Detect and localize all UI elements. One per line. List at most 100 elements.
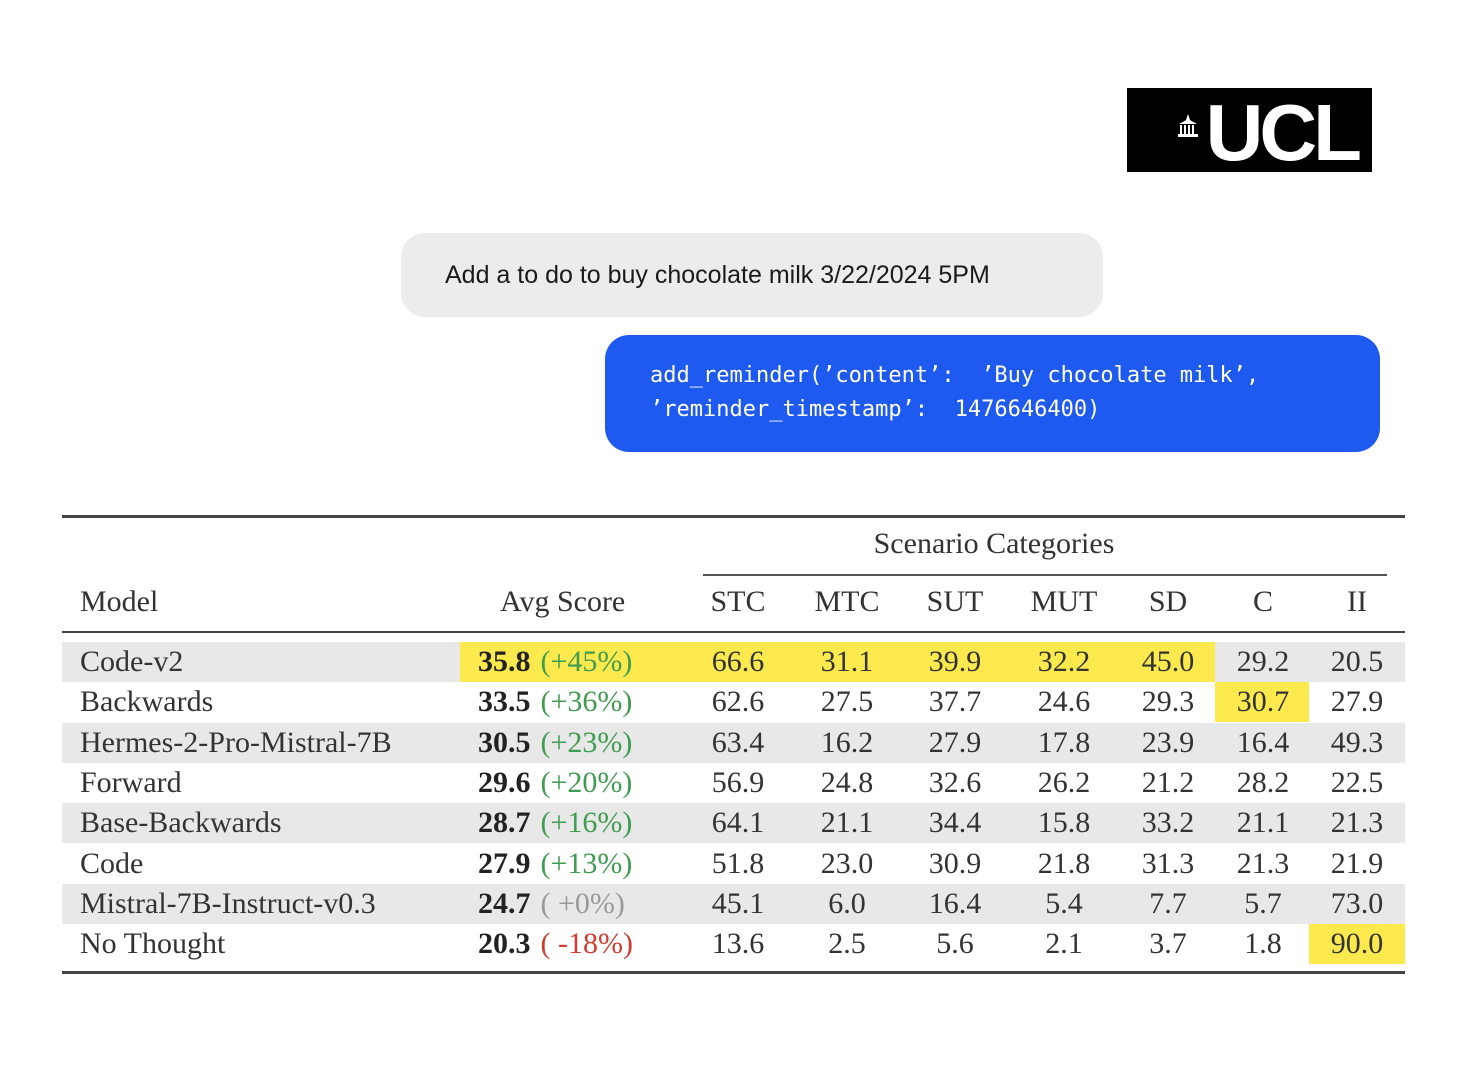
model-name: Base-Backwards bbox=[80, 806, 282, 840]
cell-sd: 7.7 bbox=[1149, 886, 1187, 920]
model-name: Code-v2 bbox=[80, 645, 184, 678]
table-row: Base-Backwards 28.7 (+16%) 64.1 21.1 34.4 15.8… bbox=[62, 803, 1405, 844]
cell-mut: 2.1 bbox=[1045, 927, 1083, 961]
cell-sd: 3.7 bbox=[1149, 927, 1187, 961]
cell-sd: 31.3 bbox=[1141, 846, 1195, 880]
cell-c: 21.1 bbox=[1236, 806, 1290, 840]
cell-ii: 21.9 bbox=[1330, 846, 1384, 880]
cell-ii: 90.0 bbox=[1330, 927, 1384, 961]
avg-score-delta: (+45%) bbox=[540, 645, 633, 678]
avg-score-cell: 20.3 ( -18%) bbox=[478, 927, 668, 961]
cell-mut: 32.2 bbox=[1037, 645, 1091, 678]
avg-score-cell: 24.7 ( +0%) bbox=[478, 887, 668, 921]
avg-score-value: 24.7 bbox=[478, 886, 531, 920]
cell-stc: 51.8 bbox=[711, 846, 765, 880]
assistant-code-line-1: add_reminder(’content’: ’Buy chocolate m… bbox=[650, 363, 1260, 388]
cell-mtc: 23.0 bbox=[820, 846, 874, 880]
model-name: Mistral-7B-Instruct-v0.3 bbox=[80, 886, 376, 920]
cell-c: 21.3 bbox=[1236, 846, 1290, 880]
cell-sut: 27.9 bbox=[928, 725, 982, 759]
avg-score-delta: (+13%) bbox=[540, 846, 633, 880]
cell-c: 5.7 bbox=[1244, 886, 1282, 920]
cell-mtc: 2.5 bbox=[828, 927, 866, 961]
cell-mut: 5.4 bbox=[1045, 886, 1083, 920]
header-sd: SD bbox=[1148, 585, 1188, 618]
highlight-sd bbox=[1108, 642, 1215, 682]
cell-mtc: 16.2 bbox=[820, 725, 874, 759]
header-ii: II bbox=[1347, 585, 1367, 618]
avg-score-delta: (+16%) bbox=[540, 806, 633, 840]
cell-mut: 26.2 bbox=[1037, 765, 1091, 799]
cell-mtc: 31.1 bbox=[820, 645, 874, 678]
group-header-rule bbox=[703, 574, 1387, 576]
header-stc: STC bbox=[710, 585, 766, 618]
table-row: No Thought 20.3 ( -18%) 13.6 2.5 5.6 2.1 3.7 1.8… bbox=[62, 924, 1405, 965]
cell-ii: 73.0 bbox=[1330, 886, 1384, 920]
results-table: Scenario Categories Model Avg Score STC M… bbox=[62, 515, 1405, 975]
cell-sd: 29.3 bbox=[1141, 685, 1195, 719]
table-row: Code-v2 35.8 (+45%) 66.6 31.1 39.9 32.2 45.0 29.… bbox=[62, 642, 1405, 682]
table-row: Backwards 33.5 (+36%) 62.6 27.5 37.7 24.6 29.3 3… bbox=[62, 682, 1405, 723]
table-header-rule bbox=[62, 631, 1405, 633]
cell-stc: 56.9 bbox=[711, 765, 765, 799]
highlight-avg bbox=[460, 642, 667, 682]
cell-c: 16.4 bbox=[1236, 725, 1290, 759]
avg-score-delta: (+20%) bbox=[540, 765, 633, 799]
assistant-code-line-2: ’reminder_timestamp’: 1476646400) bbox=[650, 397, 1101, 422]
scenario-categories-header: Scenario Categories bbox=[873, 527, 1115, 560]
avg-score-delta: (+23%) bbox=[540, 725, 633, 759]
highlight-mtc bbox=[784, 642, 892, 682]
cell-sut: 39.9 bbox=[928, 645, 982, 678]
avg-score-delta: ( -18%) bbox=[540, 927, 633, 961]
cell-c: 28.2 bbox=[1236, 765, 1290, 799]
model-name: Forward bbox=[80, 765, 182, 799]
table-top-rule bbox=[62, 515, 1405, 518]
cell-stc: 63.4 bbox=[711, 725, 765, 759]
cell-mut: 24.6 bbox=[1037, 685, 1091, 719]
avg-score-value: 27.9 bbox=[478, 846, 531, 880]
cell-mtc: 27.5 bbox=[820, 685, 874, 719]
cell-mtc: 24.8 bbox=[820, 765, 874, 799]
cell-c: 1.8 bbox=[1244, 927, 1282, 961]
user-message-text: Add a to do to buy chocolate milk 3/22/2… bbox=[445, 260, 990, 289]
cell-c: 29.2 bbox=[1236, 645, 1290, 678]
model-name: Code bbox=[80, 846, 144, 880]
cell-sut: 5.6 bbox=[936, 927, 974, 961]
header-mut: MUT bbox=[1030, 585, 1098, 618]
model-name: Hermes-2-Pro-Mistral-7B bbox=[80, 725, 392, 759]
cell-stc: 66.6 bbox=[711, 645, 765, 678]
avg-score-cell: 27.9 (+13%) bbox=[478, 847, 668, 881]
cell-stc: 45.1 bbox=[711, 886, 765, 920]
cell-ii: 22.5 bbox=[1330, 765, 1384, 799]
cell-ii: 49.3 bbox=[1330, 725, 1384, 759]
cell-sut: 37.7 bbox=[928, 685, 982, 719]
cell-sut: 30.9 bbox=[928, 846, 982, 880]
cell-mtc: 6.0 bbox=[828, 886, 866, 920]
highlight-ii bbox=[1309, 924, 1405, 965]
header-avg-score: Avg Score bbox=[500, 585, 626, 618]
cell-ii: 20.5 bbox=[1330, 645, 1384, 678]
model-name: No Thought bbox=[80, 927, 226, 961]
model-name: Backwards bbox=[80, 685, 214, 719]
table-bottom-rule bbox=[62, 971, 1405, 974]
highlight-sut bbox=[892, 642, 1000, 682]
avg-score-value: 29.6 bbox=[478, 765, 531, 799]
cell-stc: 64.1 bbox=[711, 806, 765, 840]
cell-ii: 27.9 bbox=[1330, 685, 1384, 719]
ucl-logo: UCL bbox=[1127, 88, 1372, 177]
avg-score-cell: 35.8 (+45%) bbox=[478, 645, 668, 679]
assistant-message-bubble: add_reminder(’content’: ’Buy chocolate m… bbox=[605, 335, 1380, 452]
cell-ii: 21.3 bbox=[1330, 806, 1384, 840]
highlight-c bbox=[1215, 682, 1309, 723]
avg-score-value: 30.5 bbox=[478, 725, 531, 759]
cell-sut: 16.4 bbox=[928, 886, 982, 920]
header-c: C bbox=[1252, 585, 1273, 618]
cell-c: 30.7 bbox=[1236, 685, 1290, 719]
logo-text: UCL bbox=[1205, 88, 1362, 177]
avg-score-value: 35.8 bbox=[478, 645, 531, 678]
cell-sut: 32.6 bbox=[928, 765, 982, 799]
avg-score-delta: (+36%) bbox=[540, 685, 633, 719]
cell-mtc: 21.1 bbox=[820, 806, 874, 840]
cell-sd: 23.9 bbox=[1141, 725, 1195, 759]
cell-stc: 62.6 bbox=[711, 685, 765, 719]
